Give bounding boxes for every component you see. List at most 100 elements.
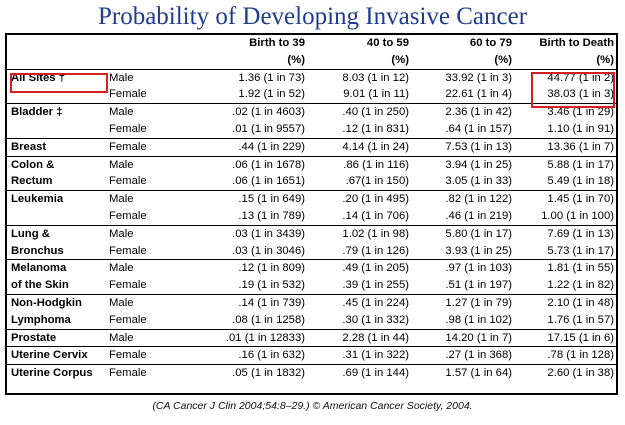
cancer-site-label: Lymphoma <box>11 313 71 326</box>
header-row: Birth to 39 40 to 59 60 to 79 Birth to D… <box>7 35 616 52</box>
probability-cell: 1.27 (1 in 79) <box>415 293 518 312</box>
cancer-site-label: Leukemia <box>7 190 103 208</box>
sex-label: Female <box>109 209 147 222</box>
probability-cell: .64 (1 in 157) <box>445 122 512 135</box>
probability-cell: .12 (1 in 809) <box>201 259 311 278</box>
probability-cell: 38.03 (1 in 3) <box>547 88 614 101</box>
probability-cell: .01 (1 in 12833) <box>201 328 311 347</box>
data-table: Birth to 39 40 to 59 60 to 79 Birth to D… <box>7 35 616 382</box>
probability-cell: 3.46 (1 in 29) <box>518 103 616 121</box>
sex-label: Female <box>103 364 201 382</box>
cancer-site-label <box>7 86 103 103</box>
sex-label: Female <box>103 346 201 365</box>
probability-cell: 22.61 (1 in 4) <box>445 88 512 101</box>
table-row: Female 1.92 (1 in 52) 9.01 (1 in 11) 22.61 … <box>7 86 616 103</box>
probability-cell: .46 (1 in 219) <box>445 209 512 222</box>
probability-cell: .82 (1 in 122) <box>415 190 518 208</box>
probability-cell: 7.53 (1 in 13) <box>415 137 518 157</box>
unit-label: (%) <box>311 51 415 70</box>
header-unit-row: (%) (%) (%) (%) <box>7 51 616 70</box>
header-birth-to-death: Birth to Death <box>539 37 614 49</box>
cancer-site-label: Breast <box>7 137 103 157</box>
table-row: Uterine Cervix Female .16 (1 in 632) .31 (1… <box>7 346 616 365</box>
cancer-site-label <box>7 208 103 225</box>
probability-cell: .69 (1 in 144) <box>311 364 415 382</box>
cancer-site-label: Uterine Cervix <box>7 346 103 365</box>
probability-cell: .20 (1 in 495) <box>311 190 415 208</box>
probability-cell: .14 (1 in 706) <box>342 209 409 222</box>
probability-cell: 44.77 (1 in 2) <box>547 71 614 84</box>
probability-cell: 1.45 (1 in 70) <box>518 190 616 208</box>
probability-cell: 5.49 (1 in 18) <box>547 175 614 188</box>
probability-cell: 3.94 (1 in 25) <box>415 155 518 174</box>
probability-cell: 5.88 (1 in 17) <box>518 155 616 174</box>
cancer-site-label: Melanoma <box>7 259 103 278</box>
cancer-site-label: Non-Hodgkin <box>7 293 103 312</box>
cancer-site-label: Colon & <box>7 155 103 174</box>
probability-cell: 3.05 (1 in 33) <box>445 175 512 188</box>
probability-cell: 3.93 (1 in 25) <box>445 244 512 257</box>
probability-cell: .15 (1 in 649) <box>201 190 311 208</box>
sex-label: Female <box>109 279 147 292</box>
table-row: of the Skin Female .19 (1 in 532) .39 (1 in… <box>7 277 616 294</box>
probability-cell: 2.28 (1 in 44) <box>311 328 415 347</box>
probability-cell: .86 (1 in 116) <box>311 155 415 174</box>
probability-cell: 17.15 (1 in 6) <box>518 328 616 347</box>
header-blank-sex <box>103 35 201 52</box>
table-row: Lymphoma Female .08 (1 in 1258) .30 (1 in 3… <box>7 312 616 329</box>
probability-cell: .79 (1 in 126) <box>342 244 409 257</box>
probability-cell: 14.20 (1 in 7) <box>415 328 518 347</box>
probability-cell: 1.00 (1 in 100) <box>541 209 614 222</box>
unit-label: (%) <box>415 51 518 70</box>
unit-label: (%) <box>518 51 616 70</box>
probability-cell: .03 (1 in 3046) <box>232 244 305 257</box>
header-40-to-59: 40 to 59 <box>366 37 409 49</box>
probability-cell: 1.10 (1 in 91) <box>547 122 614 135</box>
sex-label: Female <box>109 313 147 326</box>
sex-label: Male <box>103 259 201 278</box>
table-row: Bladder ‡ Male .02 (1 in 4603) .40 (1 in 25… <box>7 103 616 121</box>
table-row: Bronchus Female .03 (1 in 3046) .79 (1 in 1… <box>7 243 616 260</box>
probability-cell: .39 (1 in 255) <box>342 279 409 292</box>
probability-cell: 1.57 (1 in 64) <box>415 364 518 382</box>
sex-label: Male <box>103 328 201 347</box>
sex-label: Female <box>109 244 147 257</box>
sex-label: Male <box>103 190 201 208</box>
probability-cell: .97 (1 in 103) <box>415 259 518 278</box>
probability-cell: .67(1 in 150) <box>345 175 409 188</box>
cancer-site-label: Rectum <box>11 175 53 188</box>
probability-cell: .51 (1 in 197) <box>445 279 512 292</box>
table-row: Breast Female .44 (1 in 229) 4.14 (1 in 24)… <box>7 137 616 157</box>
page-title: Probability of Developing Invasive Cance… <box>97 3 528 30</box>
sex-label: Male <box>103 155 201 174</box>
citation: (CA Cancer J Clin 2004;54:8–29.) © Ameri… <box>152 400 473 412</box>
table-row: Female .13 (1 in 789) .14 (1 in 706) .46 (1… <box>7 208 616 225</box>
header-60-to-79: 60 to 79 <box>469 37 512 49</box>
probability-cell: 13.36 (1 in 7) <box>518 137 616 157</box>
probability-cell: .40 (1 in 250) <box>311 103 415 121</box>
probability-cell: .13 (1 in 789) <box>238 209 305 222</box>
cancer-site-label <box>7 121 103 138</box>
probability-cell: .27 (1 in 368) <box>415 346 518 365</box>
probability-cell: 7.69 (1 in 13) <box>518 224 616 243</box>
table-row: Prostate Male .01 (1 in 12833) 2.28 (1 in 4… <box>7 328 616 347</box>
cancer-site-label: Bladder ‡ <box>7 103 103 121</box>
probability-cell: .98 (1 in 102) <box>445 313 512 326</box>
table-row: All Sites † Male 1.36 (1 in 73) 8.03 (1 in … <box>7 69 616 86</box>
probability-cell: 8.03 (1 in 12) <box>342 71 409 84</box>
probability-cell: .12 (1 in 831) <box>342 122 409 135</box>
probability-cell: 1.02 (1 in 98) <box>311 224 415 243</box>
probability-cell: .44 (1 in 229) <box>201 137 311 157</box>
probability-cell: .06 (1 in 1678) <box>201 155 311 174</box>
probability-cell: .06 (1 in 1651) <box>232 175 305 188</box>
table-row: Rectum Female .06 (1 in 1651) .67(1 in 150)… <box>7 173 616 190</box>
cancer-site-label: of the Skin <box>11 279 69 292</box>
sex-label: Female <box>109 175 147 188</box>
sex-label: Male <box>109 71 134 84</box>
probability-cell: .08 (1 in 1258) <box>232 313 305 326</box>
probability-cell: .30 (1 in 332) <box>342 313 409 326</box>
probability-cell: 1.36 (1 in 73) <box>238 71 305 84</box>
probability-cell: .19 (1 in 532) <box>238 279 305 292</box>
probability-cell: 2.60 (1 in 38) <box>518 364 616 382</box>
cancer-probability-table: Birth to 39 40 to 59 60 to 79 Birth to D… <box>5 33 618 395</box>
